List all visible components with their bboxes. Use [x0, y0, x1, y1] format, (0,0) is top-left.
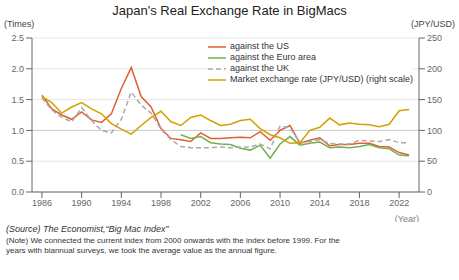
html-text:against the Euro area: against the Euro area [229, 52, 316, 62]
svg-text:2010: 2010 [270, 198, 290, 208]
svg-text:2014: 2014 [310, 198, 330, 208]
svg-text:50: 50 [427, 156, 437, 166]
html-text:against the US: against the US [229, 41, 289, 51]
svg-text:2022: 2022 [389, 198, 409, 208]
svg-text:200: 200 [427, 64, 442, 74]
svg-text:2002: 2002 [191, 198, 211, 208]
svg-text:150: 150 [427, 95, 442, 105]
html-text:against the UK: against the UK [229, 63, 289, 73]
svg-text:0.5: 0.5 [11, 156, 24, 166]
html-text:(Times): (Times) [4, 19, 35, 29]
svg-text:2006: 2006 [230, 198, 250, 208]
svg-text:2.5: 2.5 [11, 33, 24, 43]
html-text:Japan's Real Exchange Rate in: Japan's Real Exchange Rate in BigMacs [112, 3, 347, 18]
html-text:(JPY/USD): (JPY/USD) [411, 19, 455, 29]
svg-text:0.0: 0.0 [11, 187, 24, 197]
svg-text:2018: 2018 [349, 198, 369, 208]
svg-text:1998: 1998 [151, 198, 171, 208]
svg-text:1994: 1994 [111, 198, 131, 208]
svg-text:1.5: 1.5 [11, 95, 24, 105]
svg-text:100: 100 [427, 126, 442, 136]
svg-text:1.0: 1.0 [11, 126, 24, 136]
svg-text:2.0: 2.0 [11, 64, 24, 74]
svg-text:1990: 1990 [72, 198, 92, 208]
svg-text:1986: 1986 [32, 198, 52, 208]
html-text:Market exchange rate (JPY/USD): Market exchange rate (JPY/USD) (right sc… [229, 74, 413, 84]
html-text:(Source) The Economist,“Big Ma: (Source) The Economist,“Big Mac Index” [6, 224, 169, 234]
svg-text:0: 0 [427, 187, 432, 197]
svg-text:250: 250 [427, 33, 442, 43]
html-text:(Note) We connected the curren: (Note) We connected the current index fr… [6, 236, 340, 255]
svg-text:(Year): (Year) [395, 214, 419, 222]
